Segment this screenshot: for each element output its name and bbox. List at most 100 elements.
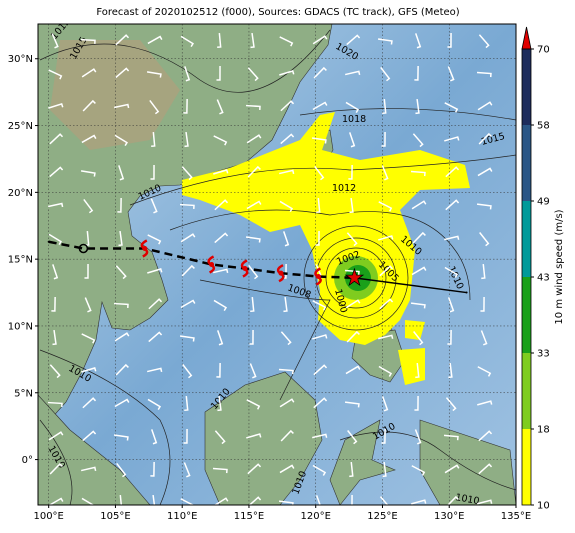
x-tick-label: 130°E <box>434 511 464 522</box>
wind-barb <box>147 398 162 410</box>
wind-barb <box>183 462 191 478</box>
wind-barb <box>311 137 327 144</box>
wind-barb <box>477 167 493 177</box>
colorbar-label: 10 m wind speed (m/s) <box>554 209 565 324</box>
wind-barb <box>313 397 328 409</box>
wind-barb <box>279 398 295 408</box>
wind-barb <box>114 398 130 408</box>
wind-barb <box>411 465 426 476</box>
wind-barb <box>184 66 191 82</box>
wind-barb <box>213 135 228 146</box>
land-relief <box>50 40 180 150</box>
colorbar-tick-label: 70 <box>537 45 550 56</box>
wind-barb <box>213 497 229 505</box>
wind-barb <box>115 363 129 376</box>
wind-barb <box>212 467 228 474</box>
wind-barb <box>151 429 158 445</box>
y-tick-label: 20°N <box>8 188 33 199</box>
colorbar-tick-label: 10 <box>537 501 550 512</box>
wind-barb <box>279 70 295 76</box>
wind-barb <box>280 100 295 112</box>
wind-barb <box>312 300 327 311</box>
wind-barb <box>150 198 158 214</box>
wind-barb <box>444 235 460 241</box>
wind-barb <box>444 464 460 474</box>
wind-barb <box>245 236 261 243</box>
wind-barb <box>248 264 259 280</box>
wind-barb <box>478 430 493 442</box>
wind-barb <box>116 462 127 478</box>
wind-barb <box>345 299 361 309</box>
wind-barb <box>345 101 360 113</box>
cyclone-center <box>209 262 215 267</box>
y-tick-label: 10°N <box>8 321 33 332</box>
wind-barb <box>146 71 162 78</box>
wind-barb <box>47 202 64 208</box>
wind-barb <box>51 33 59 49</box>
wind-barb <box>148 331 163 343</box>
wind-barb <box>152 494 156 505</box>
wind-barb <box>447 495 459 505</box>
wind-barb <box>83 198 94 214</box>
wind-barb <box>381 428 386 444</box>
colorbar-band <box>522 429 531 505</box>
wind-barb <box>216 99 224 115</box>
land-borneo <box>204 371 323 505</box>
wind-barb <box>382 461 387 478</box>
wind-barb <box>250 32 255 49</box>
wind-barb <box>381 396 389 412</box>
wind-barb <box>313 66 327 79</box>
wind-barb <box>217 32 222 49</box>
wind-barb <box>248 496 262 505</box>
wind-barb <box>381 165 389 181</box>
wind-barb <box>346 34 361 46</box>
wind-barb <box>51 296 56 312</box>
wind-barb <box>180 35 194 48</box>
wind-barb <box>114 332 130 342</box>
wind-barb <box>181 264 195 277</box>
colorbar: 10 18 33 43 49 58 70 <box>521 26 550 512</box>
colorbar-tick-label: 58 <box>537 121 550 132</box>
wind-barb <box>113 103 130 109</box>
wind-barb <box>313 364 328 376</box>
colorbar-extend <box>521 26 532 50</box>
wind-barb <box>279 200 294 212</box>
wind-barb <box>183 428 188 444</box>
isobar-label: 1010 <box>454 492 480 507</box>
wind-barb <box>279 36 294 47</box>
wind-barb <box>246 399 261 410</box>
wind-barb <box>181 166 193 181</box>
wind-barb <box>315 230 320 246</box>
x-tick-label: 115°E <box>234 511 264 522</box>
wind-barb <box>184 131 189 148</box>
wind-barb <box>415 33 422 49</box>
wind-barb <box>247 67 259 82</box>
wind-barb <box>246 134 262 144</box>
wind-barb <box>113 434 129 441</box>
wind-barb <box>213 268 229 274</box>
wind-barb <box>478 132 492 145</box>
wind-barb <box>445 166 460 178</box>
wind-barb <box>48 233 62 246</box>
wind-barb <box>444 102 459 113</box>
wind-barb <box>481 263 486 280</box>
track-forecast <box>48 240 355 280</box>
wind-barb <box>344 401 360 408</box>
wind-barb <box>81 68 97 78</box>
wind-barb <box>414 65 419 81</box>
x-tick-label: 110°E <box>167 511 197 522</box>
wind-barb <box>115 34 130 46</box>
wind-barb <box>414 429 422 445</box>
wind-barb <box>347 430 358 445</box>
wind-barb <box>476 203 492 210</box>
wind-barb <box>448 362 453 379</box>
wind-barb <box>250 296 255 313</box>
x-tick-label: 105°E <box>100 511 130 522</box>
wind-barb <box>48 497 64 505</box>
wind-barb <box>283 231 290 247</box>
wind-barb <box>312 101 328 111</box>
wind-barb <box>312 464 327 476</box>
wind-barb <box>349 461 354 478</box>
track-observed <box>354 277 467 294</box>
wind-barb <box>148 298 163 310</box>
